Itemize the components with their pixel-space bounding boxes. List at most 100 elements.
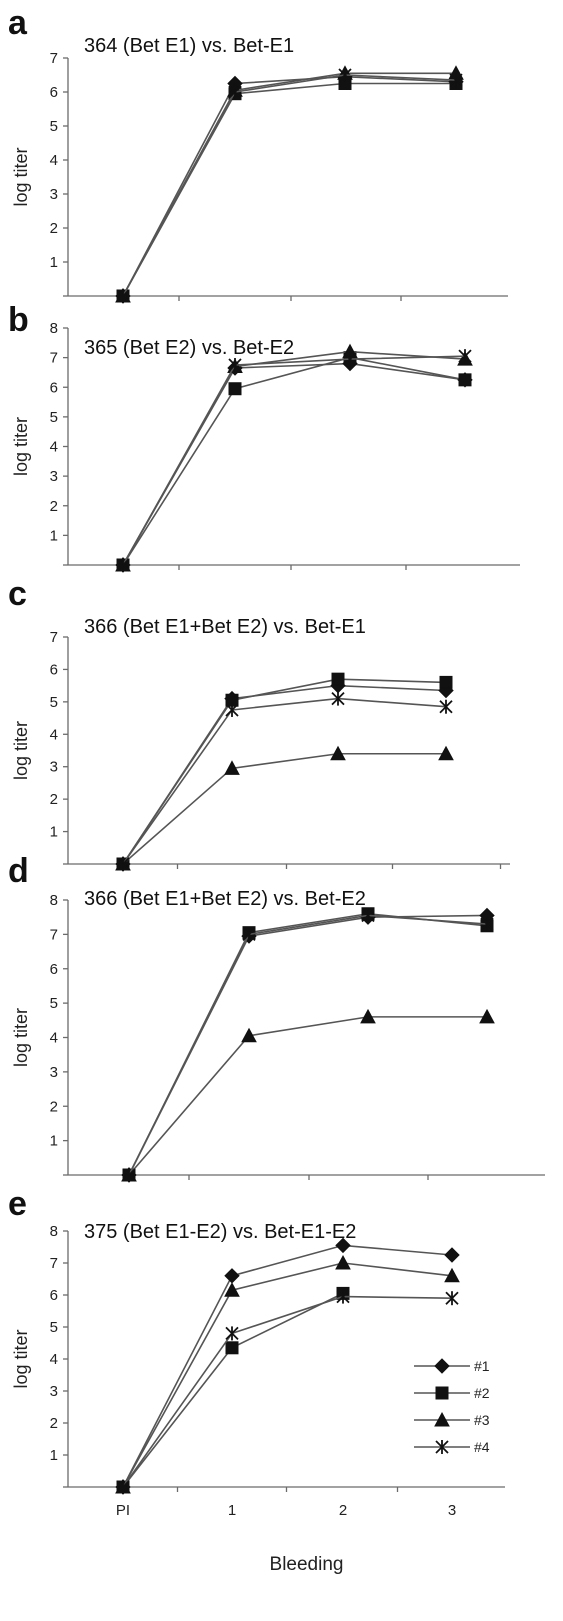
series-4	[122, 908, 494, 1182]
series-line	[122, 362, 466, 566]
legend-marker-square	[435, 1386, 449, 1400]
series-4	[116, 691, 453, 871]
series-line	[122, 350, 466, 566]
series-line	[122, 355, 466, 566]
y-tick-label: 7	[50, 1255, 58, 1272]
data-point-triangle	[224, 1282, 240, 1297]
series-line	[122, 75, 457, 297]
series-line	[122, 684, 447, 865]
panel-letter: c	[8, 575, 27, 613]
y-tick-label: 6	[50, 661, 58, 678]
series-line	[122, 82, 456, 297]
series-2	[116, 1286, 350, 1494]
legend-label: #1	[474, 1358, 490, 1374]
data-point-star	[228, 358, 242, 373]
data-point-star	[336, 1289, 350, 1304]
series-3	[115, 65, 464, 303]
legend-label: #2	[474, 1385, 490, 1401]
panel-title: 364 (Bet E1) vs. Bet-E1	[84, 35, 294, 57]
data-point-square	[458, 373, 472, 387]
data-point-star	[116, 1480, 130, 1494]
panel-b: b 365 (Bet E2) vs. Bet-E2 log titer 1 2 3 4 5 6 7…	[8, 301, 520, 573]
data-point-square	[439, 675, 453, 689]
series-line	[122, 678, 447, 865]
y-tick-label: 4	[50, 439, 58, 456]
y-tick-label: 6	[50, 1287, 58, 1304]
series-line	[128, 912, 488, 1176]
y-tick-label: 6	[50, 84, 58, 101]
y-tick-label: 3	[50, 468, 58, 485]
y-tick-label: 7	[50, 629, 58, 646]
y-tick-label: 1	[50, 824, 58, 841]
legend-marker-triangle	[434, 1411, 450, 1427]
data-point-triangle	[360, 1008, 376, 1024]
data-point-star	[228, 85, 242, 99]
legend: #1 #2 #3 #4	[414, 1358, 490, 1455]
data-point-star	[225, 1326, 239, 1341]
series-line	[122, 1262, 453, 1488]
y-tick-label: 7	[50, 926, 58, 943]
data-point-diamond	[224, 1268, 240, 1284]
data-point-triangle	[241, 1027, 257, 1043]
y-axis-label: log titer	[11, 721, 31, 780]
panel-letter: a	[8, 4, 28, 42]
series-line	[128, 914, 488, 1176]
data-point-triangle	[335, 1254, 351, 1270]
y-axis-label: log titer	[11, 1008, 31, 1067]
y-tick-label: 8	[50, 320, 58, 337]
data-point-star	[343, 352, 357, 367]
legend-marker-star	[435, 1440, 449, 1454]
panel-title: 366 (Bet E1+Bet E2) vs. Bet-E1	[84, 616, 366, 638]
data-point-star	[480, 917, 494, 932]
data-point-star	[445, 1291, 459, 1306]
y-tick-label: 4	[50, 1030, 58, 1047]
data-point-star	[242, 927, 256, 942]
y-tick-label: 2	[50, 1415, 58, 1432]
y-tick-label: 4	[50, 1351, 58, 1368]
panel-d: d 366 (Bet E1+Bet E2) vs. Bet-E2 log titer…	[8, 852, 545, 1183]
panel-title: 365 (Bet E2) vs. Bet-E2	[84, 337, 294, 359]
series-line	[122, 356, 466, 566]
y-axis-label: log titer	[11, 147, 31, 206]
series-line	[122, 752, 446, 865]
y-tick-label: 8	[50, 892, 58, 909]
y-tick-label: 4	[50, 726, 58, 743]
series-1	[115, 677, 454, 872]
data-point-star	[122, 1168, 136, 1182]
series-line	[122, 697, 447, 865]
panel-letter: b	[8, 301, 29, 339]
x-tick-label: 3	[448, 1502, 456, 1519]
series-1	[121, 907, 495, 1183]
data-point-square	[331, 672, 345, 686]
data-point-star	[338, 68, 352, 82]
data-point-star	[458, 349, 472, 364]
y-tick-label: 5	[50, 1319, 58, 1336]
y-tick-label: 3	[50, 186, 58, 203]
data-point-square	[228, 382, 242, 396]
data-point-star	[331, 691, 345, 706]
y-tick-label: 1	[50, 527, 58, 544]
data-point-triangle	[444, 1267, 460, 1283]
data-point-diamond	[335, 1237, 351, 1254]
y-tick-label: 2	[50, 1098, 58, 1115]
panel-title: 366 (Bet E1+Bet E2) vs. Bet-E2	[84, 888, 366, 910]
data-point-triangle	[479, 1008, 495, 1024]
y-tick-label: 1	[50, 1133, 58, 1150]
series-4	[116, 1289, 459, 1494]
x-axis-label: Bleeding	[270, 1554, 344, 1575]
y-tick-label: 2	[50, 791, 58, 808]
y-tick-label: 7	[50, 350, 58, 367]
y-tick-label: 4	[50, 152, 58, 169]
series-line	[122, 1292, 344, 1488]
y-tick-label: 5	[50, 118, 58, 135]
series-2	[116, 351, 472, 572]
legend-label: #4	[474, 1439, 490, 1455]
series-line	[128, 914, 488, 1176]
series-line	[122, 1244, 453, 1488]
series-4	[116, 68, 463, 303]
y-tick-label: 2	[50, 220, 58, 237]
data-point-triangle	[438, 745, 454, 761]
series-line	[122, 74, 457, 297]
panel-e: e 375 (Bet E1-E2) vs. Bet-E1-E2 log titer 1…	[8, 1185, 505, 1575]
